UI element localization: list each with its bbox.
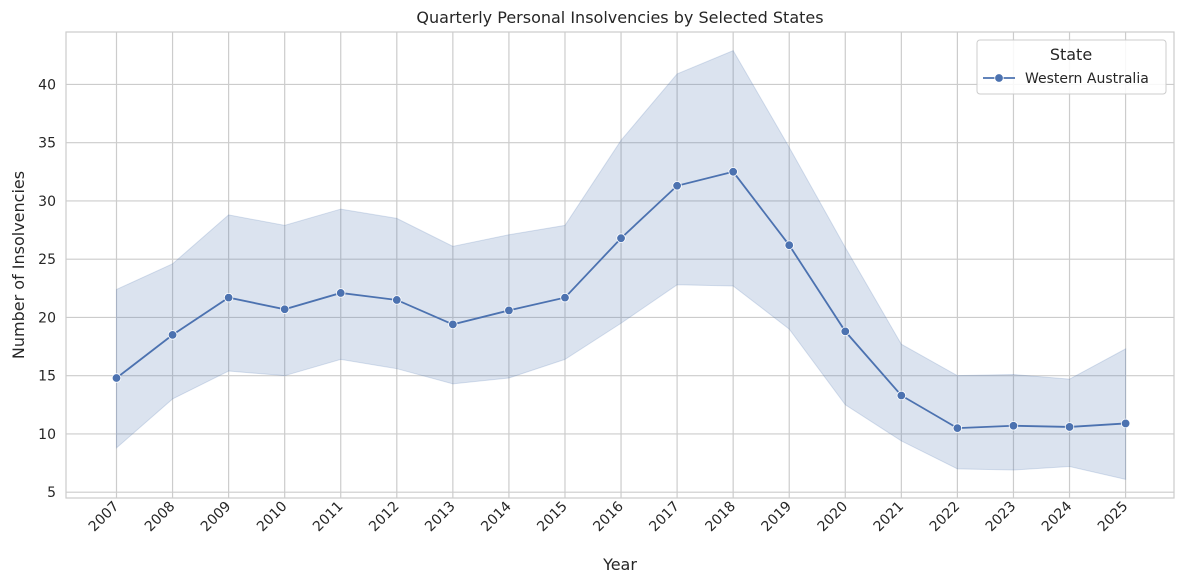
y-tick-label: 10 xyxy=(38,427,56,443)
y-axis-label: Number of Insolvencies xyxy=(9,171,28,359)
data-point xyxy=(1120,418,1131,429)
data-point xyxy=(111,373,122,383)
y-tick-labels: 5 10 15 20 25 30 35 40 xyxy=(38,77,56,501)
series-markers xyxy=(111,167,1131,433)
data-point xyxy=(840,326,850,337)
legend-marker-swatch xyxy=(994,73,1004,83)
data-point xyxy=(784,240,794,250)
legend: State Western Australia xyxy=(976,39,1167,95)
y-tick-label: 15 xyxy=(38,369,56,385)
data-point xyxy=(728,167,738,177)
legend-label: Western Australia xyxy=(1025,71,1149,87)
confidence-band-area xyxy=(116,50,1127,480)
y-tick-label: 5 xyxy=(47,485,56,501)
y-tick-label: 30 xyxy=(38,194,56,210)
chart-title: Quarterly Personal Insolvencies by Selec… xyxy=(416,8,823,27)
data-point xyxy=(1064,422,1075,432)
data-point xyxy=(896,390,907,401)
data-point xyxy=(223,292,234,303)
data-point xyxy=(279,304,290,314)
data-point xyxy=(616,233,626,243)
grid-lines xyxy=(66,32,1174,498)
legend-box xyxy=(976,39,1167,95)
data-point xyxy=(392,295,402,305)
data-point xyxy=(952,423,963,433)
confidence-band xyxy=(116,50,1127,480)
data-point xyxy=(336,288,346,298)
data-point xyxy=(167,330,178,340)
legend-title: State xyxy=(1050,45,1092,64)
data-point xyxy=(448,319,458,330)
plot-area xyxy=(65,31,1175,499)
y-tick-label: 40 xyxy=(38,77,56,93)
data-point xyxy=(1008,421,1019,431)
y-tick-label: 35 xyxy=(38,136,56,152)
x-axis-label: Year xyxy=(602,555,637,574)
y-tick-label: 25 xyxy=(38,252,56,268)
data-point xyxy=(504,305,514,316)
data-point xyxy=(672,181,682,191)
y-tick-label: 20 xyxy=(38,310,56,326)
data-point xyxy=(560,292,570,303)
